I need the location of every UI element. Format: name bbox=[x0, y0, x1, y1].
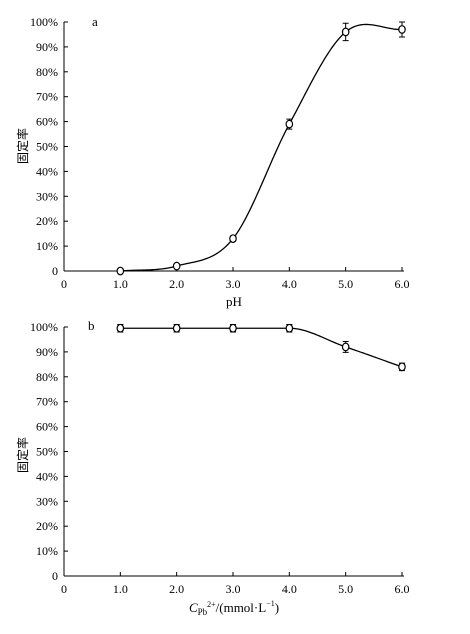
data-point bbox=[116, 323, 125, 333]
x-label-b-sup: 2+ bbox=[207, 600, 216, 609]
x-label-b-sub: Pb bbox=[198, 607, 208, 617]
x-tick-label: 0 bbox=[61, 277, 67, 291]
y-tick-label: 40% bbox=[36, 469, 58, 483]
x-tick-label: 1.0 bbox=[113, 277, 128, 291]
data-point bbox=[285, 323, 294, 333]
data-point bbox=[172, 261, 181, 271]
x-tick-label: 3.0 bbox=[226, 277, 241, 291]
panel-label-b: b bbox=[88, 318, 95, 333]
y-tick-label: 50% bbox=[36, 445, 58, 459]
y-tick-label: 80% bbox=[36, 65, 58, 79]
x-tick-label: 2.0 bbox=[169, 277, 184, 291]
axes-b: 0 10% 20% 30% 40% 50% 60% 70% 80% 90% 100% 0 1.0 2.0 3… bbox=[30, 320, 410, 596]
series-marks-b bbox=[116, 323, 406, 372]
y-tick-label: 30% bbox=[36, 494, 58, 508]
data-point bbox=[116, 266, 125, 276]
y-tick-label: 100% bbox=[30, 320, 58, 334]
data-point bbox=[341, 27, 350, 37]
x-tick-label: 4.0 bbox=[282, 582, 297, 596]
y-tick-label: 80% bbox=[36, 370, 58, 384]
series-line bbox=[120, 327, 403, 368]
y-tick-label: 70% bbox=[36, 395, 58, 409]
series-line bbox=[120, 23, 403, 272]
data-point bbox=[172, 323, 181, 333]
x-tick-label: 5.0 bbox=[338, 277, 353, 291]
data-point bbox=[229, 323, 237, 333]
data-point bbox=[285, 119, 294, 129]
x-tick-label: 0 bbox=[61, 582, 67, 596]
x-label-b-close: ) bbox=[275, 600, 279, 615]
data-point bbox=[398, 362, 406, 372]
x-tick-label: 6.0 bbox=[395, 582, 410, 596]
x-tick-label: 4.0 bbox=[282, 277, 297, 291]
y-tick-label: 10% bbox=[36, 544, 58, 558]
y-tick-label: 50% bbox=[36, 140, 58, 154]
y-axis-label-b: 固定率 bbox=[15, 437, 30, 473]
y-tick-label: 30% bbox=[36, 189, 58, 203]
x-tick-label: 1.0 bbox=[113, 582, 128, 596]
panel-label-a: a bbox=[92, 14, 98, 29]
y-tick-label: 90% bbox=[36, 345, 58, 359]
y-tick-label: 20% bbox=[36, 519, 58, 533]
x-label-b-main: C bbox=[189, 600, 198, 615]
x-label-b-exp: −1 bbox=[266, 599, 275, 608]
axes-a: 0 10% 20% 30% 40% 50% 60% 70% 80% 90% 100% 0 1.0 2.0 3… bbox=[30, 15, 410, 291]
data-point bbox=[398, 25, 406, 34]
x-label-b-unit: /(mmol·L bbox=[216, 600, 267, 615]
x-tick-label: 6.0 bbox=[395, 277, 410, 291]
x-axis-label-a: pH bbox=[226, 294, 242, 309]
chart-panel-a: a 0 10% 20% 30% 40% 50% 60% 70% 80% 90% 100% 0 1.0 2.… bbox=[15, 14, 410, 309]
data-point bbox=[341, 342, 350, 352]
y-tick-label: 0 bbox=[52, 569, 58, 583]
y-tick-label: 100% bbox=[30, 15, 58, 29]
y-tick-label: 0 bbox=[52, 264, 58, 278]
data-point bbox=[229, 234, 237, 244]
x-tick-label: 2.0 bbox=[169, 582, 184, 596]
y-tick-label: 40% bbox=[36, 164, 58, 178]
x-tick-label: 3.0 bbox=[226, 582, 241, 596]
x-tick-label: 5.0 bbox=[338, 582, 353, 596]
y-axis-label-a: 固定率 bbox=[15, 128, 30, 164]
series-marks-a bbox=[116, 21, 406, 276]
y-tick-label: 70% bbox=[36, 90, 58, 104]
y-tick-label: 90% bbox=[36, 40, 58, 54]
y-tick-label: 20% bbox=[36, 214, 58, 228]
chart-panel-b: b 0 10% 20% 30% 40% 50% 60% 70% 80% 90% 100% 0 1.0 2.… bbox=[15, 318, 410, 617]
y-tick-label: 60% bbox=[36, 115, 58, 129]
x-axis-label-b: CPb2+/(mmol·L−1) bbox=[189, 599, 279, 617]
y-tick-label: 60% bbox=[36, 420, 58, 434]
y-tick-label: 10% bbox=[36, 239, 58, 253]
